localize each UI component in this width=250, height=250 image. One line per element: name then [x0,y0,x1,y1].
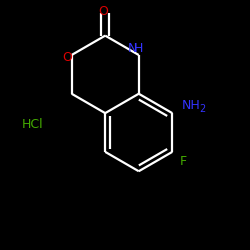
Text: F: F [180,155,186,168]
Text: O: O [62,51,72,64]
Text: HCl: HCl [22,118,43,132]
Text: H: H [134,42,143,55]
Text: N: N [128,42,137,55]
Text: O: O [98,4,108,18]
Text: 2: 2 [199,104,205,115]
Text: NH: NH [182,99,201,112]
